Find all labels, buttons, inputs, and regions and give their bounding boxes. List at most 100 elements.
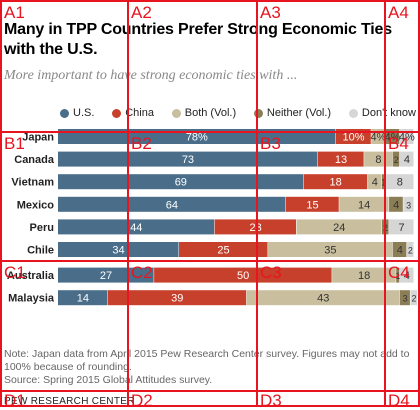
category-label-australia: Australia <box>7 270 55 282</box>
category-label-chile: Chile <box>27 245 54 257</box>
grid-line-horizontal <box>0 390 420 392</box>
data-label-u-s-japan: 78% <box>186 132 208 144</box>
bar-don-t-know-peru <box>389 219 414 235</box>
bar-neither-vol-mexico <box>389 196 403 212</box>
data-label-u-s-canada: 73 <box>182 154 194 166</box>
data-label-don-t-know-canada: 4 <box>404 154 410 166</box>
bar-neither-vol-vietnam <box>381 174 386 190</box>
data-label-both-vol-vietnam: 4 <box>372 177 378 189</box>
data-label-u-s-chile: 34 <box>112 245 124 257</box>
legend-swatch-both <box>171 108 181 118</box>
chart-title: Many in TPP Countries Prefer Strong Econ… <box>4 21 392 58</box>
chart-note-block: Note: Japan data from April 2015 Pew Res… <box>4 348 416 387</box>
data-label-u-s-vietnam: 69 <box>175 177 187 189</box>
legend-item-dont-know: Don't know <box>348 106 416 120</box>
data-label-neither-vol-japan: 4% <box>385 132 401 144</box>
legend-label-us: U.S. <box>73 107 95 119</box>
data-label-both-vol-mexico: 14 <box>358 199 370 211</box>
data-label-both-vol-japan: 4% <box>370 132 386 144</box>
data-label-both-vol-malaysia: 43 <box>317 293 329 305</box>
bar-u-s-canada <box>58 151 318 167</box>
bar-china-peru <box>214 219 297 235</box>
chart-source: Source: Spring 2015 Global Attitudes sur… <box>4 374 213 386</box>
bar-don-t-know-vietnam <box>385 174 414 190</box>
bar-both-vol-vietnam <box>367 174 382 190</box>
legend-label-dont-know: Don't know <box>361 107 416 119</box>
data-label-u-s-malaysia: 14 <box>77 293 89 305</box>
legend-swatch-china <box>112 108 122 118</box>
data-label-both-vol-australia: 18 <box>358 270 370 282</box>
grid-line-horizontal <box>0 0 420 2</box>
data-label-u-s-peru: 44 <box>130 222 142 234</box>
data-label-neither-vol-mexico: 4 <box>393 199 399 211</box>
data-label-u-s-mexico: 64 <box>166 199 178 211</box>
legend-label-both: Both (Vol.) <box>184 107 237 119</box>
legend-item-neither: Neither (Vol.) <box>253 106 332 120</box>
bar-both-vol-peru <box>296 219 382 235</box>
bar-china-mexico <box>285 196 339 212</box>
data-label-china-chile: 25 <box>217 245 229 257</box>
bar-u-s-australia <box>58 267 154 283</box>
grid-cell-a4: A4 <box>388 3 409 22</box>
data-label-neither-vol-peru: 2 <box>383 223 388 233</box>
category-label-peru: Peru <box>30 222 54 234</box>
bar-u-s-mexico <box>58 196 286 212</box>
grid-cell-a1: A1 <box>4 3 25 22</box>
bar-neither-vol-canada <box>392 151 400 167</box>
data-label-china-malaysia: 39 <box>171 293 183 305</box>
data-label-u-s-australia: 27 <box>100 270 112 282</box>
bar-both-vol-chile <box>268 242 393 257</box>
data-label-don-t-know-vietnam: 8 <box>397 177 403 189</box>
brand-credit: PEW RESEARCH CENTER <box>4 396 135 407</box>
bar-don-t-know-australia <box>399 267 414 283</box>
category-label-japan: Japan <box>22 132 54 144</box>
category-label-canada: Canada <box>14 154 55 166</box>
data-label-china-australia: 50 <box>237 270 249 282</box>
data-label-don-t-know-mexico: 3 <box>406 200 411 210</box>
grid-cell-a3: A3 <box>260 3 281 22</box>
grid-cell-d3: D3 <box>260 391 282 410</box>
bar-neither-vol-australia <box>396 267 400 283</box>
bar-both-vol-malaysia <box>246 290 400 306</box>
bar-don-t-know-canada <box>399 151 414 167</box>
legend-item-both: Both (Vol.) <box>171 106 237 120</box>
data-label-don-t-know-malaysia: 2 <box>411 294 416 304</box>
data-label-china-japan: 10% <box>342 132 364 144</box>
bar-don-t-know-malaysia <box>410 290 418 306</box>
legend-swatch-neither <box>253 108 263 118</box>
bar-both-vol-mexico <box>339 196 389 212</box>
data-label-neither-vol-vietnam: 1 <box>381 178 386 188</box>
data-label-china-mexico: 15 <box>306 199 318 211</box>
legend-swatch-dont-know <box>348 108 358 118</box>
bar-don-t-know-mexico <box>403 196 414 212</box>
bar-china-vietnam <box>303 174 368 190</box>
data-label-china-canada: 13 <box>335 154 347 166</box>
chart-subtitle: More important to have strong economic t… <box>4 68 298 83</box>
data-label-don-t-know-australia: 4 <box>404 270 410 282</box>
bar-u-s-vietnam <box>58 174 304 190</box>
grid-cell-a2: A2 <box>131 3 152 22</box>
bar-china-malaysia <box>107 290 247 306</box>
bar-u-s-chile <box>58 242 179 257</box>
data-label-don-t-know-chile: 2 <box>408 246 413 256</box>
grid-cell-d4: D4 <box>388 391 410 410</box>
data-label-neither-vol-australia: 1 <box>395 271 400 281</box>
data-label-neither-vol-canada: 2 <box>394 155 399 165</box>
bar-china-chile <box>179 242 268 257</box>
category-label-malaysia: Malaysia <box>8 293 55 305</box>
data-label-neither-vol-malaysia: 3 <box>403 294 408 304</box>
legend-label-neither: Neither (Vol.) <box>266 107 332 119</box>
legend-item-us: U.S. <box>60 106 94 120</box>
bar-china-australia <box>154 267 332 283</box>
bar-don-t-know-chile <box>406 242 414 257</box>
data-label-don-t-know-peru: 7 <box>398 222 404 234</box>
chart-legend: U.S. China Both (Vol.) Neither (Vol.) Do… <box>60 106 416 120</box>
data-label-china-peru: 23 <box>249 222 261 234</box>
category-label-vietnam: Vietnam <box>11 177 54 189</box>
legend-swatch-us <box>60 108 69 118</box>
category-label-mexico: Mexico <box>17 199 55 211</box>
data-label-don-t-know-japan: 4% <box>399 132 415 144</box>
chart-note: Note: Japan data from April 2015 Pew Res… <box>4 348 410 373</box>
data-label-both-vol-chile: 35 <box>324 245 336 257</box>
